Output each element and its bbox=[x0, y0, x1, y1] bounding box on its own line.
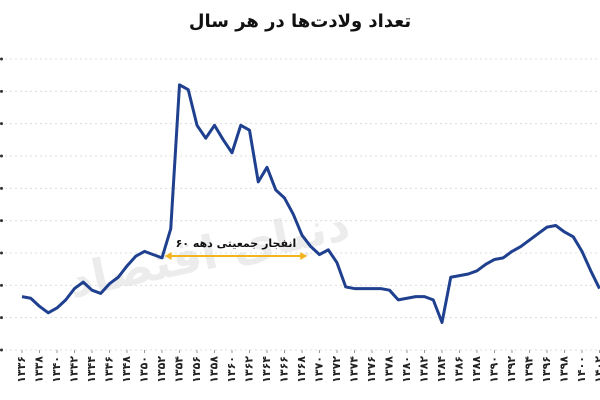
y-tick bbox=[0, 186, 3, 190]
x-tick-label: ۱۳۸۰ bbox=[400, 356, 413, 383]
annotation-text: انفجار جمعیتی دهه ۶۰ bbox=[176, 237, 297, 250]
x-tick-label: ۱۳۵۲ bbox=[155, 356, 168, 383]
x-tick-label: ۱۳۴۶ bbox=[103, 356, 116, 383]
x-tick-label: ۱۳۷۰ bbox=[313, 356, 326, 383]
x-tick-label: ۱۴۰۲ bbox=[593, 356, 600, 383]
x-tick-label: ۱۳۵۶ bbox=[190, 356, 203, 383]
x-tick-label: ۱۳۶۲ bbox=[243, 356, 256, 383]
y-tick bbox=[0, 89, 3, 93]
x-tick-label: ۱۳۹۸ bbox=[558, 356, 571, 383]
y-tick bbox=[0, 57, 3, 61]
y-tick bbox=[0, 283, 3, 287]
x-tick-label: ۱۳۶۰ bbox=[225, 356, 238, 383]
x-tick-label: ۱۳۵۸ bbox=[208, 356, 221, 383]
chart-title: تعداد ولادت‌ها در هر سال bbox=[189, 11, 411, 32]
x-tick-label: ۱۴۰۰ bbox=[575, 356, 588, 383]
x-tick-label: ۱۳۸۲ bbox=[418, 356, 431, 383]
x-tick-label: ۱۳۴۰ bbox=[50, 356, 63, 383]
arrow-head bbox=[164, 252, 172, 260]
x-tick-label: ۱۳۸۶ bbox=[453, 356, 466, 383]
x-tick-label: ۱۳۶۴ bbox=[260, 356, 273, 383]
arrow-head bbox=[300, 252, 308, 260]
x-tick-label: ۱۳۵۴ bbox=[173, 356, 186, 383]
x-tick-label: ۱۳۹۶ bbox=[540, 356, 553, 383]
x-tick-label: ۱۳۹۰ bbox=[488, 356, 501, 383]
x-tick-label: ۱۳۸۸ bbox=[470, 356, 483, 383]
x-tick-label: ۱۳۷۴ bbox=[348, 356, 361, 383]
x-tick-label: ۱۳۷۸ bbox=[383, 356, 396, 383]
x-tick-label: ۱۳۴۴ bbox=[85, 356, 98, 383]
x-tick-label: ۱۳۷۶ bbox=[365, 356, 378, 383]
y-tick bbox=[0, 348, 3, 352]
y-tick bbox=[0, 219, 3, 223]
x-tick-label: ۱۳۵۰ bbox=[138, 356, 151, 383]
x-tick-label: ۱۳۷۲ bbox=[330, 356, 343, 383]
x-tick-label: ۱۳۶۸ bbox=[295, 356, 308, 383]
x-tick-label: ۱۳۹۲ bbox=[505, 356, 518, 383]
x-tick-label: ۱۳۳۶ bbox=[15, 356, 28, 383]
y-tick bbox=[0, 154, 3, 158]
x-tick-label: ۱۳۴۲ bbox=[68, 356, 81, 383]
x-tick-label: ۱۳۹۴ bbox=[523, 356, 536, 383]
x-tick-label: ۱۳۶۶ bbox=[278, 356, 291, 383]
y-tick bbox=[0, 316, 3, 320]
data-line bbox=[21, 83, 600, 325]
x-tick-label: ۱۳۸۴ bbox=[435, 356, 448, 383]
x-tick-label: ۱۳۴۸ bbox=[120, 356, 133, 383]
x-tick-label: ۱۳۳۸ bbox=[33, 356, 46, 383]
y-tick bbox=[0, 251, 3, 255]
y-tick bbox=[0, 122, 3, 126]
